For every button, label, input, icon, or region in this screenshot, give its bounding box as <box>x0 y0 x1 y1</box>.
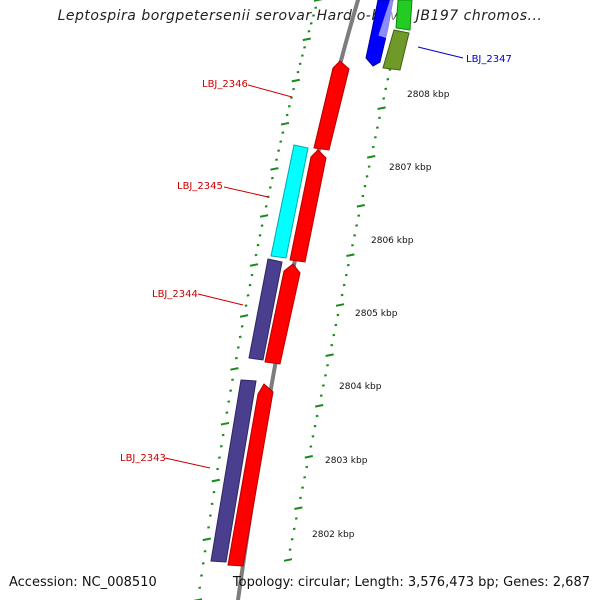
major-tick <box>220 421 230 426</box>
major-tick <box>335 303 345 307</box>
callout-lbj-2344 <box>197 293 244 306</box>
major-tick <box>270 167 279 171</box>
gene-lbj-2343-outer[interactable] <box>210 379 257 563</box>
gene-lbj-2345-outer[interactable] <box>270 144 309 259</box>
major-tick <box>193 598 203 600</box>
major-tick <box>315 404 324 408</box>
ruler-label-2807: 2807 kbp <box>389 163 432 173</box>
gene-label-lbj-2347[interactable]: LBJ_2347 <box>466 54 512 65</box>
ruler-label-2804: 2804 kbp <box>339 382 382 392</box>
ruler-label-2808: 2808 kbp <box>407 90 450 100</box>
gene-lbj-2344-inner[interactable] <box>264 263 301 365</box>
accession-text: Accession: NC_008510 <box>9 575 157 590</box>
major-tick <box>291 78 300 83</box>
gene-lbj-2344-outer[interactable] <box>248 258 283 361</box>
outer-tick-track <box>193 0 323 600</box>
major-tick <box>367 155 376 159</box>
major-tick <box>294 506 303 510</box>
gene-label-lbj-2344[interactable]: LBJ_2344 <box>152 289 198 300</box>
gene-lbj-2345-inner[interactable] <box>289 149 327 263</box>
major-tick <box>304 455 313 459</box>
major-tick <box>356 204 365 208</box>
ruler-label-2806: 2806 kbp <box>371 236 414 246</box>
gene-label-lbj-2343[interactable]: LBJ_2343 <box>120 453 166 464</box>
major-tick <box>325 353 334 357</box>
gene-highlight <box>378 0 400 39</box>
gene-lbj-2347-green[interactable] <box>395 0 413 31</box>
major-tick <box>377 106 386 110</box>
major-tick <box>280 121 290 126</box>
major-tick <box>202 537 211 542</box>
gene-lbj-2343-inner[interactable] <box>227 383 274 567</box>
major-tick <box>346 253 355 257</box>
gene-lbj-2347-olive[interactable] <box>382 29 410 71</box>
major-tick <box>239 314 249 318</box>
gene-label-lbj-2346[interactable]: LBJ_2346 <box>202 79 248 90</box>
major-tick <box>249 263 259 267</box>
major-tick <box>313 0 323 2</box>
ruler-label-2803: 2803 kbp <box>325 456 368 466</box>
callout-lbj-2346 <box>247 84 293 98</box>
major-tick <box>283 558 293 562</box>
ruler-label-2805: 2805 kbp <box>355 309 398 319</box>
major-tick <box>302 37 311 42</box>
topology-summary: Topology: circular; Length: 3,576,473 bp… <box>232 575 590 590</box>
major-tick <box>259 214 269 218</box>
callout-lbj-2345 <box>223 186 269 198</box>
callout-lbj-2343 <box>164 457 211 469</box>
ruler-track <box>283 58 397 562</box>
ruler-label-2802: 2802 kbp <box>312 530 355 540</box>
map-title: Leptospira borgpetersenii serovar Hardjo… <box>57 8 543 24</box>
major-tick <box>230 367 239 371</box>
gene-label-lbj-2345[interactable]: LBJ_2345 <box>177 181 223 192</box>
gene-lbj-2346[interactable] <box>313 60 350 151</box>
major-tick <box>211 478 220 483</box>
callout-lbj-2347 <box>417 46 464 59</box>
